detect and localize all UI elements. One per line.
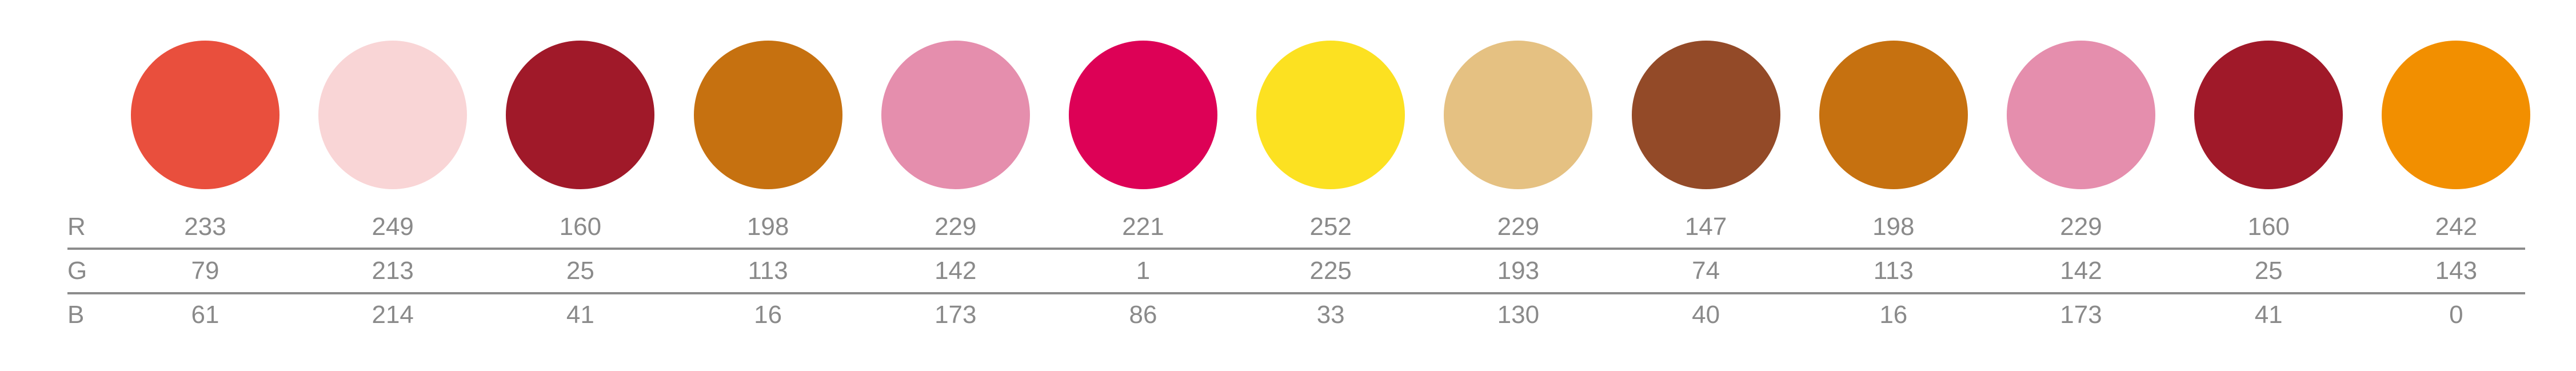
divider-r-g <box>67 248 2525 250</box>
value-g-11: 142 <box>2060 257 2102 285</box>
swatch-row <box>131 41 2531 189</box>
value-r-9: 147 <box>1684 213 1727 241</box>
value-g-2: 213 <box>372 257 414 285</box>
value-b-5: 173 <box>934 301 977 329</box>
value-r-4: 198 <box>746 213 789 241</box>
value-b-1: 61 <box>191 301 219 329</box>
color-swatch-7 <box>1256 41 1405 189</box>
color-swatch-9 <box>1631 41 1780 189</box>
value-r-6: 221 <box>1122 213 1164 241</box>
value-b-6: 86 <box>1129 301 1157 329</box>
color-swatch-10 <box>1819 41 1968 189</box>
row-label-r: R <box>67 213 86 241</box>
row-label-b: B <box>67 301 85 329</box>
value-b-4: 16 <box>754 301 782 329</box>
value-g-9: 74 <box>1692 257 1720 285</box>
color-swatch-12 <box>2194 41 2343 189</box>
color-swatch-6 <box>1069 41 1217 189</box>
value-r-11: 229 <box>2060 213 2102 241</box>
color-swatch-5 <box>881 41 1030 189</box>
value-r-13: 242 <box>2435 213 2478 241</box>
value-b-3: 41 <box>566 301 594 329</box>
color-swatch-3 <box>506 41 655 189</box>
divider-g-b <box>67 292 2525 294</box>
value-r-10: 198 <box>1872 213 1915 241</box>
row-label-g: G <box>67 257 87 285</box>
value-r-5: 229 <box>934 213 977 241</box>
color-swatch-11 <box>2007 41 2155 189</box>
value-r-3: 160 <box>559 213 602 241</box>
value-r-1: 233 <box>184 213 226 241</box>
value-b-8: 130 <box>1497 301 1540 329</box>
value-b-11: 173 <box>2060 301 2102 329</box>
value-r-8: 229 <box>1497 213 1540 241</box>
value-g-3: 25 <box>566 257 594 285</box>
value-b-2: 214 <box>372 301 414 329</box>
value-b-10: 16 <box>1879 301 1908 329</box>
value-r-2: 249 <box>372 213 414 241</box>
value-b-7: 33 <box>1316 301 1345 329</box>
value-b-12: 41 <box>2254 301 2283 329</box>
value-b-9: 40 <box>1692 301 1720 329</box>
value-g-5: 142 <box>934 257 977 285</box>
value-b-13: 0 <box>2449 301 2463 329</box>
color-swatch-1 <box>131 41 279 189</box>
value-g-6: 1 <box>1136 257 1151 285</box>
value-g-4: 113 <box>748 257 788 285</box>
value-g-1: 79 <box>191 257 219 285</box>
value-g-8: 193 <box>1497 257 1540 285</box>
value-g-13: 143 <box>2435 257 2478 285</box>
color-swatch-8 <box>1444 41 1593 189</box>
value-g-10: 113 <box>1873 257 1914 285</box>
value-r-7: 252 <box>1309 213 1352 241</box>
color-swatch-4 <box>693 41 842 189</box>
value-g-12: 25 <box>2254 257 2283 285</box>
value-g-7: 225 <box>1309 257 1352 285</box>
value-r-12: 160 <box>2247 213 2290 241</box>
color-swatch-13 <box>2382 41 2531 189</box>
color-swatch-2 <box>318 41 468 189</box>
